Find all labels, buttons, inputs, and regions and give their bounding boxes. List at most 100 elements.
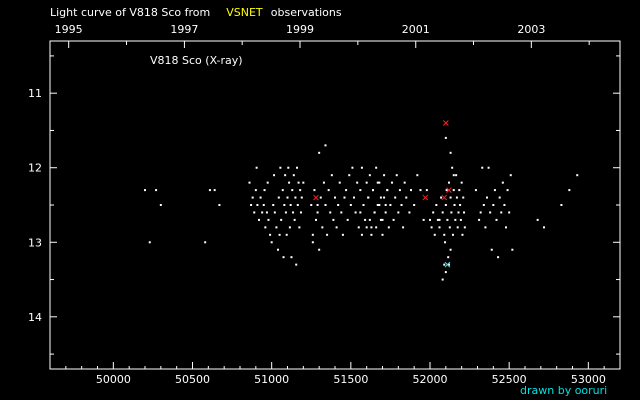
plot-frame xyxy=(49,40,621,370)
data-point xyxy=(387,226,390,229)
data-point xyxy=(250,204,253,206)
data-point-flagged xyxy=(446,187,452,193)
data-point xyxy=(493,189,496,192)
credit-text: drawn by ooruri xyxy=(520,384,607,397)
data-point xyxy=(511,248,514,251)
y-tick-label: 12 xyxy=(28,162,42,175)
data-point xyxy=(568,189,571,192)
data-point xyxy=(356,181,359,184)
data-point xyxy=(367,196,370,199)
data-point xyxy=(452,174,455,177)
data-point xyxy=(440,196,443,199)
data-point xyxy=(435,204,438,206)
data-point xyxy=(330,174,333,177)
data-point xyxy=(365,181,368,184)
data-point xyxy=(405,196,408,199)
title-source: VSNET xyxy=(226,6,263,19)
data-point xyxy=(288,181,291,184)
data-point xyxy=(263,189,266,192)
data-point xyxy=(474,189,477,192)
data-point xyxy=(461,233,464,236)
data-point xyxy=(353,196,355,199)
data-point xyxy=(536,218,539,221)
year-tick-label: 1997 xyxy=(170,23,198,36)
data-point xyxy=(441,211,444,214)
data-point xyxy=(264,226,267,229)
data-point xyxy=(277,248,279,251)
data-point xyxy=(381,218,384,221)
data-point xyxy=(324,204,327,206)
data-point xyxy=(266,181,269,184)
data-point xyxy=(148,241,151,244)
data-point xyxy=(262,204,265,206)
data-point xyxy=(251,196,254,199)
data-point xyxy=(253,211,256,214)
data-point xyxy=(289,204,292,206)
data-point xyxy=(441,278,444,281)
data-point xyxy=(292,174,295,177)
data-point xyxy=(318,248,321,251)
data-point xyxy=(459,204,462,206)
data-point xyxy=(144,189,146,192)
data-point xyxy=(416,174,419,177)
data-point xyxy=(254,189,257,192)
data-point-flagged xyxy=(444,261,451,268)
data-point xyxy=(449,196,452,199)
data-point xyxy=(456,226,459,229)
data-point xyxy=(451,233,454,236)
data-point xyxy=(449,248,452,251)
data-point xyxy=(458,189,461,192)
data-point xyxy=(449,151,452,154)
year-tick-label: 2003 xyxy=(517,23,545,36)
data-point xyxy=(281,189,284,192)
y-tick-label: 11 xyxy=(28,87,42,100)
data-point xyxy=(509,174,512,177)
data-point xyxy=(270,241,273,244)
data-point xyxy=(498,196,501,199)
data-point xyxy=(310,204,313,206)
data-point xyxy=(376,204,379,206)
data-point xyxy=(357,226,360,229)
data-point xyxy=(296,204,299,206)
data-point xyxy=(448,181,450,184)
data-point xyxy=(272,204,275,206)
data-point xyxy=(319,196,322,199)
data-point xyxy=(379,218,382,221)
data-point xyxy=(313,189,316,192)
data-point xyxy=(318,151,321,154)
data-point xyxy=(478,218,481,221)
data-point-flagged xyxy=(441,194,448,201)
data-point xyxy=(360,233,363,236)
data-point xyxy=(436,218,439,221)
data-point xyxy=(348,174,351,177)
data-point xyxy=(354,211,357,214)
data-point xyxy=(343,196,346,199)
data-point xyxy=(296,166,298,169)
data-point xyxy=(419,189,422,192)
data-point xyxy=(282,256,285,259)
data-point xyxy=(322,181,325,184)
data-point xyxy=(422,218,425,221)
data-point xyxy=(479,211,482,214)
data-point xyxy=(433,233,436,236)
data-point xyxy=(444,136,447,139)
data-point xyxy=(378,204,381,206)
data-point xyxy=(261,211,264,214)
data-point xyxy=(402,226,405,229)
data-point xyxy=(290,256,293,259)
data-point xyxy=(360,166,363,169)
data-point xyxy=(340,211,343,214)
data-point xyxy=(302,181,305,184)
data-point xyxy=(291,189,294,192)
data-point xyxy=(208,189,211,192)
data-point xyxy=(460,181,463,184)
data-point xyxy=(370,233,373,236)
x-tick-label: 53000 xyxy=(571,373,606,386)
data-point xyxy=(403,181,406,184)
data-point xyxy=(159,204,162,206)
data-point xyxy=(389,204,392,206)
title-suffix: observations xyxy=(271,6,342,19)
data-point xyxy=(324,144,327,147)
data-point xyxy=(346,218,349,221)
